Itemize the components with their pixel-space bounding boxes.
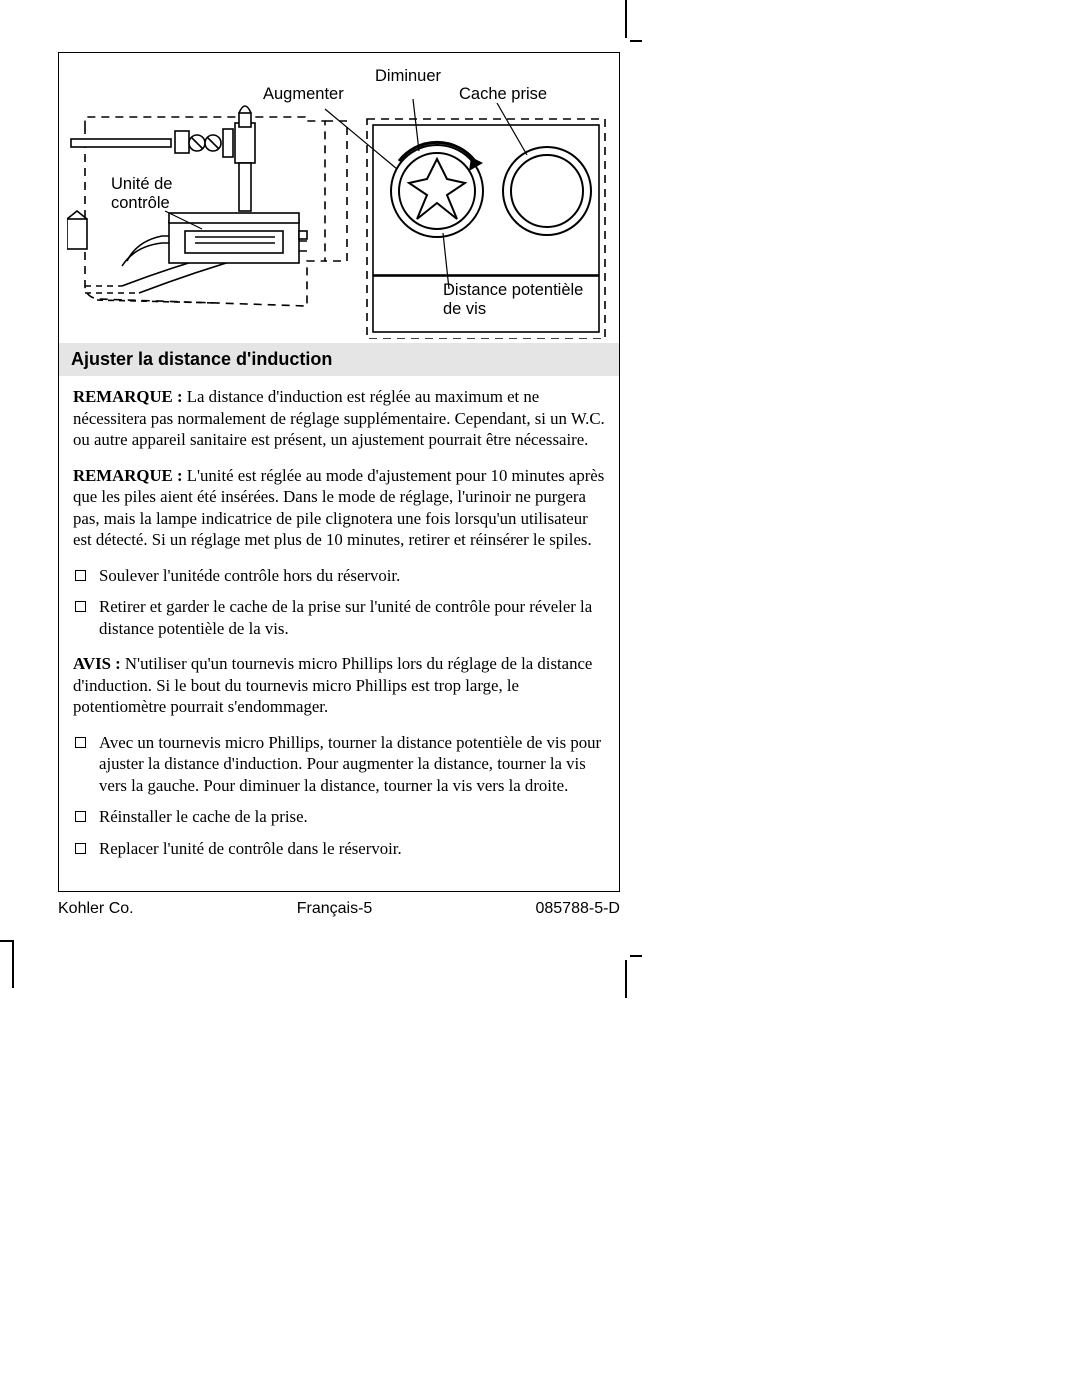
checklist-item: Replacer l'unité de contrôle dans le rés… (73, 838, 605, 860)
crop-mark (12, 940, 14, 988)
label-remarque: REMARQUE : (73, 466, 183, 485)
crop-mark (625, 960, 627, 998)
section-heading: Ajuster la distance d'induction (59, 343, 619, 376)
crop-mark (630, 40, 642, 42)
diagram-label-cache-prise: Cache prise (459, 85, 547, 104)
paragraph-remark-2: REMARQUE : L'unité est réglée au mode d'… (73, 465, 605, 551)
text-p3: N'utiliser qu'un tournevis micro Phillip… (73, 654, 592, 716)
technical-diagram: Diminuer Augmenter Cache prise Unité de … (59, 53, 619, 343)
footer-page: Français-5 (297, 900, 373, 918)
checklist-item: Retirer et garder le cache de la prise s… (73, 596, 605, 639)
footer-docnum: 085788-5-D (535, 900, 620, 918)
checklist-item: Avec un tournevis micro Phillips, tourne… (73, 732, 605, 797)
crop-mark (0, 940, 14, 942)
diagram-label-diminuer: Diminuer (375, 67, 441, 86)
page-footer: Kohler Co. Français-5 085788-5-D (58, 900, 620, 918)
diagram-label-augmenter: Augmenter (263, 85, 344, 104)
checklist-item: Soulever l'unitéde contrôle hors du rése… (73, 565, 605, 587)
body-text: REMARQUE : La distance d'induction est r… (59, 376, 619, 551)
label-avis: AVIS : (73, 654, 121, 673)
diagram-label-distance-vis: Distance potentièle de vis (443, 281, 583, 319)
checklist-2: Avec un tournevis micro Phillips, tourne… (59, 732, 619, 860)
page-frame: Diminuer Augmenter Cache prise Unité de … (58, 52, 620, 892)
paragraph-remark-1: REMARQUE : La distance d'induction est r… (73, 386, 605, 451)
paragraph-avis: AVIS : N'utiliser qu'un tournevis micro … (73, 653, 605, 718)
crop-mark (630, 955, 642, 957)
checklist-1: Soulever l'unitéde contrôle hors du rése… (59, 565, 619, 640)
crop-mark (625, 0, 627, 38)
footer-company: Kohler Co. (58, 900, 134, 918)
body-text-avis: AVIS : N'utiliser qu'un tournevis micro … (59, 649, 619, 718)
label-remarque: REMARQUE : (73, 387, 183, 406)
diagram-label-unite-controle: Unité de contrôle (111, 175, 172, 213)
checklist-item: Réinstaller le cache de la prise. (73, 806, 605, 828)
